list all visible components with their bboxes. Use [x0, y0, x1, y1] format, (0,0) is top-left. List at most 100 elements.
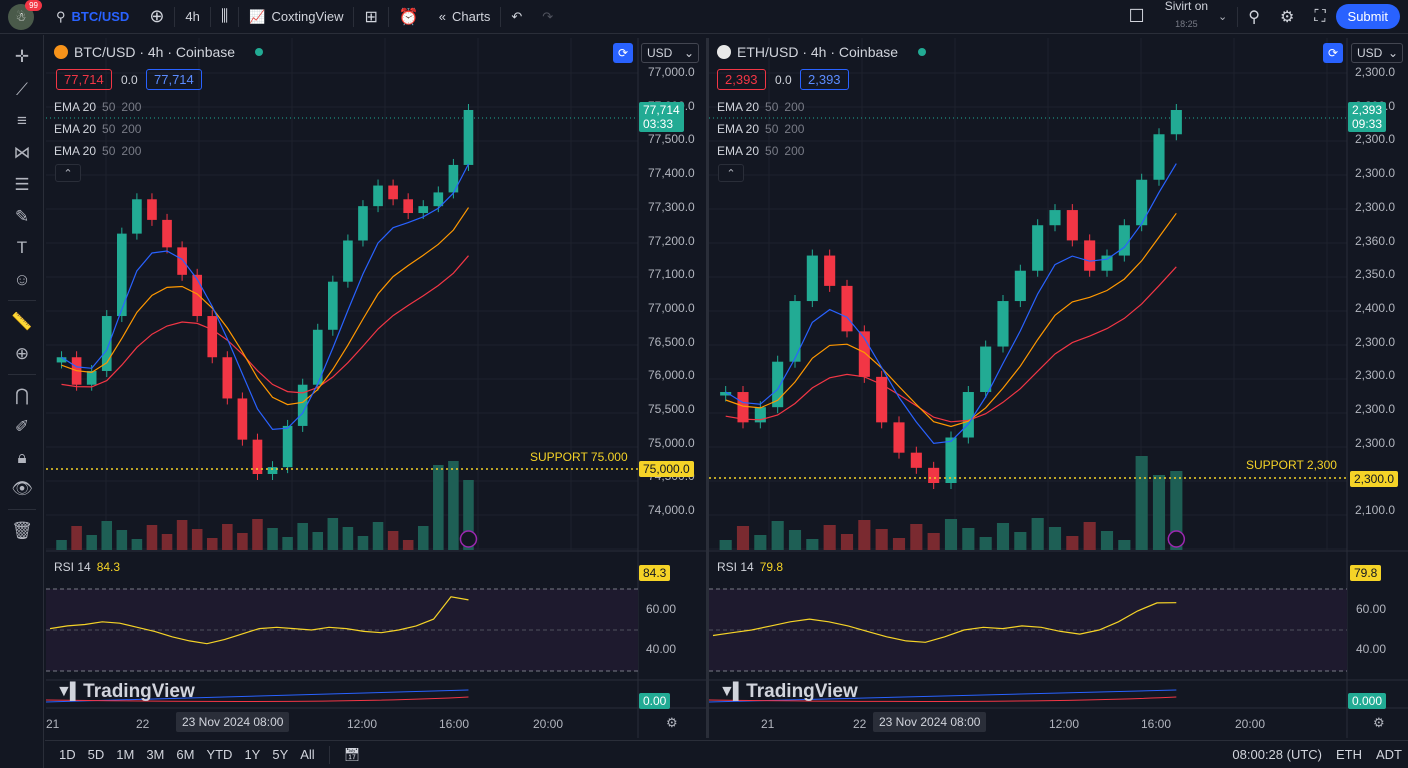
- chart-panel-btc[interactable]: BTC/USD · 4h · Coinbase ⟳ USD ⌄ 77,714 0.…: [46, 38, 706, 738]
- fullscreen-button[interactable]: ⛶: [1304, 0, 1335, 34]
- chart-panel-eth[interactable]: ETH/USD · 4h · Coinbase ⟳ USD ⌄ 2,393 0.0…: [709, 38, 1408, 738]
- pattern-icon[interactable]: ⋈: [13, 143, 31, 162]
- square-icon: ☐: [1128, 6, 1145, 26]
- macd-line: [46, 689, 469, 703]
- gear-icon[interactable]: ⚙: [666, 715, 678, 730]
- replay-button[interactable]: « Charts: [429, 0, 501, 34]
- account-menu[interactable]: Sivirt on 18:25: [1155, 0, 1218, 34]
- compare-button[interactable]: ⊕: [139, 0, 174, 34]
- volume-bar: [237, 533, 248, 550]
- bottom-toolbar: 1D 5D 1M 3M 6M YTD 1Y 5Y All 📅︎ 08:00:28…: [45, 740, 1408, 768]
- currency-toggle[interactable]: ETH: [1336, 747, 1362, 762]
- lock-drawing-icon[interactable]: ✐: [14, 417, 30, 436]
- range-5d[interactable]: 5D: [87, 747, 105, 762]
- user-avatar[interactable]: ☃ 99: [8, 0, 42, 30]
- range-1y[interactable]: 1Y: [244, 747, 261, 762]
- chart-type-button[interactable]: ⫼: [211, 0, 238, 34]
- bid-price[interactable]: 2,393: [717, 69, 766, 90]
- undo-button[interactable]: ↶: [501, 0, 532, 34]
- zoom-in-icon[interactable]: ⊕: [14, 344, 30, 363]
- adjustment-toggle[interactable]: ADT: [1376, 747, 1402, 762]
- eth-chart-canvas[interactable]: [709, 38, 1408, 738]
- price-axis-label: 77,200.0: [648, 233, 695, 248]
- candle-body: [358, 206, 368, 241]
- settings-button[interactable]: ⚙: [1270, 0, 1304, 34]
- chevron-down-icon: ⌄: [1387, 46, 1398, 60]
- interval-button[interactable]: 4h: [185, 9, 200, 24]
- sync-icon[interactable]: ⟳: [613, 43, 633, 63]
- bid-price[interactable]: 77,714: [56, 69, 112, 90]
- symbol-search[interactable]: ⚲ BTC/USD: [46, 0, 139, 34]
- rsi-legend[interactable]: RSI 14 84.3: [54, 560, 121, 574]
- range-6m[interactable]: 6M: [176, 747, 195, 762]
- rsi-axis-label: 40.00: [1356, 642, 1387, 656]
- ruler-icon[interactable]: 📏: [11, 312, 33, 331]
- emoji-icon[interactable]: ☺: [13, 270, 31, 289]
- search-button[interactable]: ⚲: [1238, 0, 1270, 34]
- time-axis-label: 12:00: [347, 717, 378, 731]
- goto-date-icon[interactable]: 📅︎: [343, 746, 361, 762]
- range-3m[interactable]: 3M: [146, 747, 165, 762]
- candle-body: [962, 392, 974, 438]
- ema-legend-row[interactable]: EMA 20 50 200: [717, 100, 805, 114]
- brush-icon[interactable]: ✎: [14, 207, 30, 226]
- eye-icon[interactable]: 👁︎: [11, 479, 33, 498]
- clock[interactable]: 08:00:28 (UTC): [1232, 747, 1322, 762]
- horizontal-lines-icon[interactable]: ≡: [17, 111, 27, 130]
- candle-body: [433, 192, 444, 207]
- range-1d[interactable]: 1D: [59, 747, 76, 762]
- ask-price[interactable]: 2,393: [800, 69, 849, 90]
- fib-icon[interactable]: ☰: [14, 175, 30, 194]
- indicators-button[interactable]: 📈 CoxtingView: [239, 0, 353, 34]
- price-axis-label: 2,360.0: [1355, 233, 1396, 248]
- volume-bar: [840, 534, 854, 550]
- gear-icon[interactable]: ⚙: [1373, 715, 1385, 730]
- collapse-legend-button[interactable]: ⌃: [718, 164, 744, 182]
- collapse-legend-button[interactable]: ⌃: [55, 164, 81, 182]
- volume-bar: [116, 530, 128, 550]
- ema-legend-row[interactable]: EMA 20 50 200: [717, 144, 805, 158]
- ask-price[interactable]: 77,714: [146, 69, 202, 90]
- separator: [353, 6, 355, 27]
- redo-button[interactable]: ↷: [532, 0, 563, 34]
- time-axis-label: 22: [853, 717, 867, 731]
- range-all[interactable]: All: [300, 747, 315, 762]
- currency-select[interactable]: USD ⌄: [641, 43, 699, 63]
- candle-body: [86, 370, 97, 385]
- range-1m[interactable]: 1M: [116, 747, 135, 762]
- candle-body: [1101, 255, 1113, 271]
- candles-icon: ⫼: [220, 7, 229, 25]
- ema-legend-row[interactable]: EMA 20 50 200: [54, 144, 142, 158]
- ema-legend-row[interactable]: EMA 20 50 200: [54, 100, 142, 114]
- range-5y[interactable]: 5Y: [272, 747, 289, 762]
- ema-50-line: [725, 212, 1177, 428]
- ema-legend-row[interactable]: EMA 20 50 200: [54, 122, 142, 136]
- ethereum-icon: [717, 45, 731, 59]
- sync-icon[interactable]: ⟳: [1323, 43, 1343, 63]
- price-axis-label: 77,100.0: [648, 267, 695, 282]
- candle-body: [1084, 240, 1096, 271]
- price-axis-label: 2,300.0: [1355, 65, 1396, 79]
- symbol-legend: ETH/USD · 4h · Coinbase: [717, 44, 927, 60]
- crosshair-icon[interactable]: ✛: [14, 47, 30, 66]
- chevron-down-icon[interactable]: ⌄: [1218, 11, 1228, 23]
- layout-button[interactable]: ⊞: [354, 0, 387, 34]
- currency-select[interactable]: USD ⌄: [1351, 43, 1403, 63]
- panel-divider[interactable]: [706, 38, 709, 738]
- text-icon[interactable]: T: [16, 238, 28, 257]
- btc-chart-canvas[interactable]: [46, 38, 706, 738]
- range-ytd[interactable]: YTD: [206, 747, 233, 762]
- fullscreen-frame-button[interactable]: ☐: [1119, 0, 1155, 34]
- lock-icon[interactable]: 🔒︎: [17, 448, 27, 467]
- magnet-icon[interactable]: ⋂: [15, 386, 29, 405]
- rsi-legend[interactable]: RSI 14 79.8: [717, 560, 784, 574]
- rsi-axis-label: 40.00: [646, 642, 677, 656]
- submit-button[interactable]: Submit: [1335, 4, 1400, 29]
- volume-bar: [910, 524, 923, 550]
- alert-button[interactable]: ⏰: [389, 0, 429, 34]
- candle-body: [463, 110, 474, 165]
- bar-countdown: 09:33: [1352, 117, 1383, 131]
- ema-legend-row[interactable]: EMA 20 50 200: [717, 122, 805, 136]
- trash-icon[interactable]: 🗑︎: [11, 521, 33, 540]
- trend-line-icon[interactable]: ⟋: [16, 80, 28, 99]
